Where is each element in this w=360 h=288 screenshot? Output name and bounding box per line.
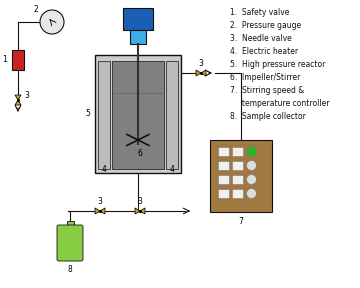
Bar [218,175,229,184]
Text: 7: 7 [239,217,243,226]
Text: 4.  Electric heater: 4. Electric heater [230,47,298,56]
Text: 3: 3 [98,198,103,206]
Text: 3: 3 [24,90,30,99]
Polygon shape [100,208,105,214]
Text: 4: 4 [170,166,175,175]
Bar [218,147,229,156]
Text: 7.  Stirring speed &: 7. Stirring speed & [230,86,304,95]
Text: 6.  Impeller/Stirrer: 6. Impeller/Stirrer [230,73,300,82]
Bar [232,161,243,170]
Bar [67,221,73,229]
Bar [232,189,243,198]
Polygon shape [140,208,145,214]
Circle shape [247,147,256,156]
Polygon shape [135,208,140,214]
Circle shape [247,175,256,184]
Circle shape [247,189,256,198]
Bar [166,61,178,169]
Text: 1.  Safety valve: 1. Safety valve [230,8,289,17]
Polygon shape [196,70,201,76]
Text: 6: 6 [138,149,143,158]
Polygon shape [15,100,21,105]
Text: 3.  Needle valve: 3. Needle valve [230,34,292,43]
Circle shape [247,160,256,170]
Bar [232,175,243,184]
Polygon shape [15,95,21,100]
Bar [210,140,272,212]
Bar [218,161,229,170]
Text: temperature controller: temperature controller [230,99,329,108]
Bar [218,189,229,198]
Text: 2.  Pressure gauge: 2. Pressure gauge [230,21,301,30]
Text: 8.  Sample collector: 8. Sample collector [230,112,306,121]
Polygon shape [95,208,100,214]
Text: 3: 3 [199,60,203,69]
Text: 1: 1 [2,56,7,65]
Polygon shape [201,70,206,76]
Bar [95,55,181,173]
FancyBboxPatch shape [57,225,83,261]
Text: 3: 3 [138,198,143,206]
Bar [112,61,164,169]
Bar [98,61,110,169]
Text: 4: 4 [102,166,107,175]
Text: 5: 5 [86,109,90,118]
Bar [232,147,243,156]
Circle shape [40,10,64,34]
Text: 8: 8 [68,264,72,274]
Bar [123,8,153,30]
Bar [130,30,146,44]
Text: 5.  High pressure reactor: 5. High pressure reactor [230,60,325,69]
Bar [12,50,24,70]
Text: 2: 2 [33,5,38,14]
